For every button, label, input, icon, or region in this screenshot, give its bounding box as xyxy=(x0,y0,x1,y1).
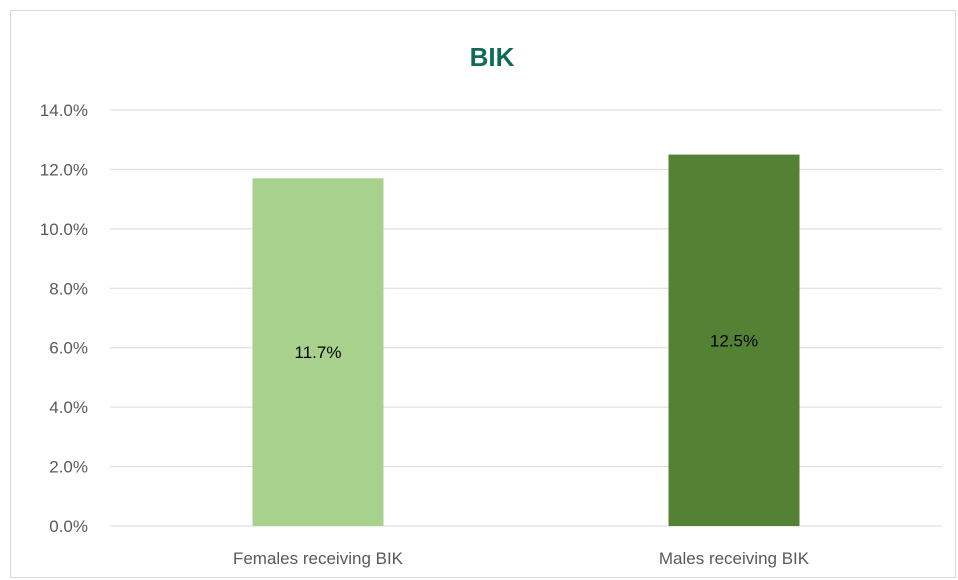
y-tick-label: 12.0% xyxy=(40,160,88,179)
data-label: 12.5% xyxy=(710,331,758,350)
y-tick-label: 14.0% xyxy=(40,101,88,120)
y-axis-ticks: 0.0% 2.0% 4.0% 6.0% 8.0% 10.0% 12.0% 14.0% xyxy=(40,101,88,536)
y-tick-label: 4.0% xyxy=(49,398,88,417)
data-label: 11.7% xyxy=(295,343,342,362)
y-tick-label: 6.0% xyxy=(49,339,88,358)
bar-males xyxy=(668,154,800,527)
y-tick-label: 8.0% xyxy=(49,279,88,298)
data-labels: 11.7% 12.5% xyxy=(295,331,759,362)
y-tick-label: 0.0% xyxy=(49,517,88,536)
bars xyxy=(252,154,800,527)
category-label: Females receiving BIK xyxy=(233,549,404,568)
gridlines xyxy=(110,109,942,527)
y-tick-label: 2.0% xyxy=(49,458,88,477)
category-labels: Females receiving BIK Males receiving BIK xyxy=(233,549,810,568)
bar-females xyxy=(252,178,384,527)
category-label: Males receiving BIK xyxy=(659,549,810,568)
y-tick-label: 10.0% xyxy=(40,220,88,239)
chart-title: BIK xyxy=(470,42,515,72)
